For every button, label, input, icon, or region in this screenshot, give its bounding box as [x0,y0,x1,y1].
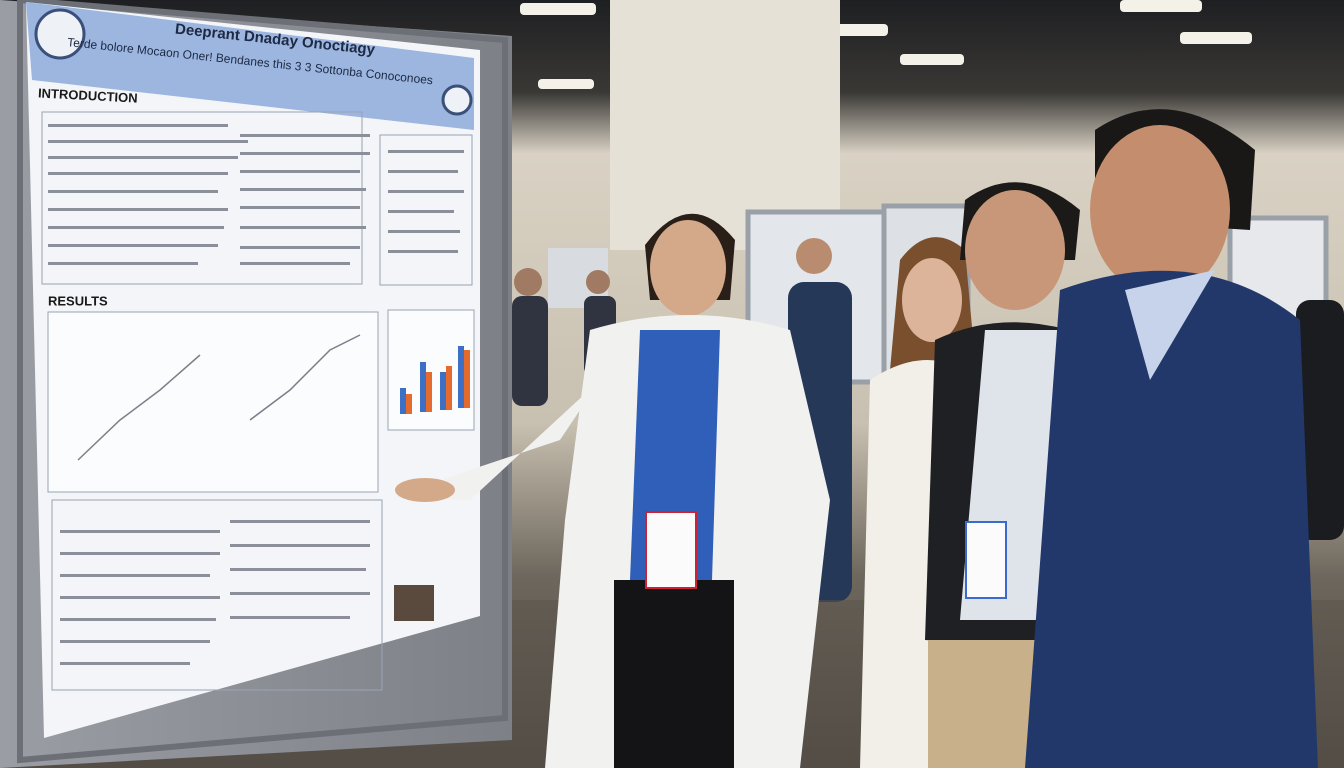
poster-charts [47,309,475,621]
section-heading: RESULTS [48,293,108,308]
pillar [610,0,840,250]
poster-header [26,2,474,130]
ceiling-lights [520,0,1252,89]
presenter [395,213,830,768]
poster-text [41,111,473,691]
section-heading: INTRODUCTION [38,85,138,105]
listeners [860,109,1318,768]
logo-left [34,8,86,60]
board-frame [17,0,508,764]
logo-right [441,84,473,116]
